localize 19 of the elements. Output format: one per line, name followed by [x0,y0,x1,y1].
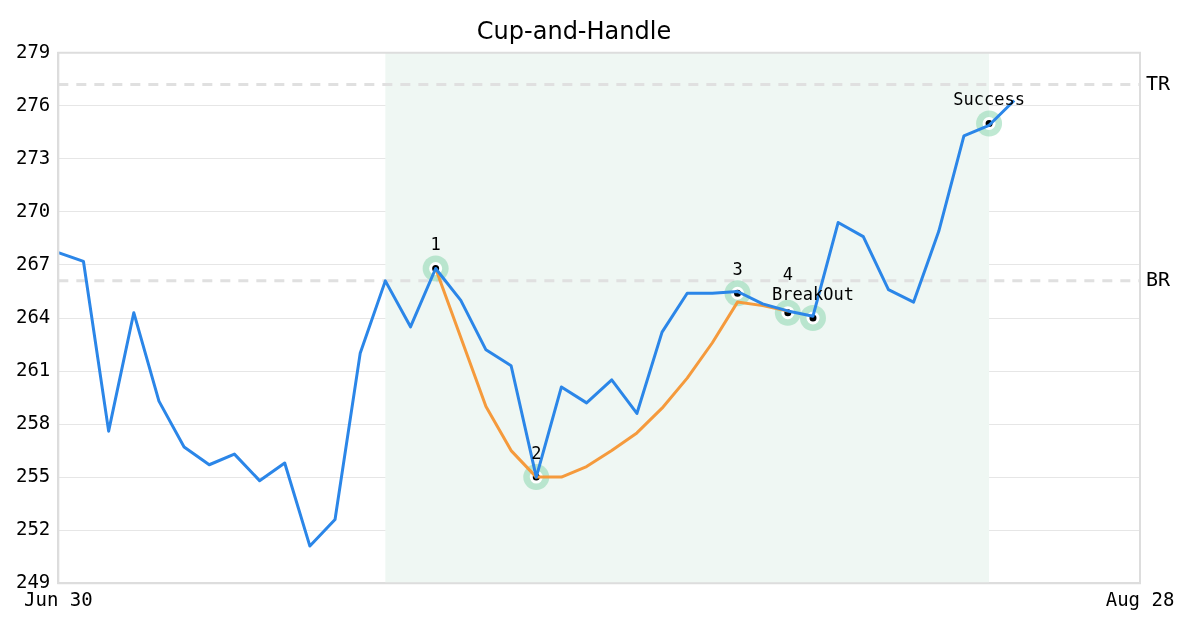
annotation: 1 [430,234,441,255]
annotation: 3 [732,259,743,280]
y-tick-label: 270 [15,198,51,221]
x-tick-label: Aug 28 [1105,587,1175,610]
ref-line-label: BR [1146,267,1172,292]
annotation: 4 [782,263,793,284]
y-tick-label: 279 [15,39,51,62]
y-tick-label: 276 [15,92,51,115]
annotation: Success [953,89,1025,110]
ref-line-label: TR [1146,70,1172,95]
y-tick-label: 255 [15,464,51,487]
y-tick-label: 264 [15,304,51,327]
y-tick-label: 258 [15,411,51,434]
chart-title: Cup-and-Handle [476,16,672,45]
annotation: 2 [531,443,542,464]
y-tick-label: 267 [15,251,51,274]
y-tick-label: 261 [15,357,51,380]
y-tick-label: 273 [15,145,51,168]
y-tick-label: 252 [15,517,51,540]
